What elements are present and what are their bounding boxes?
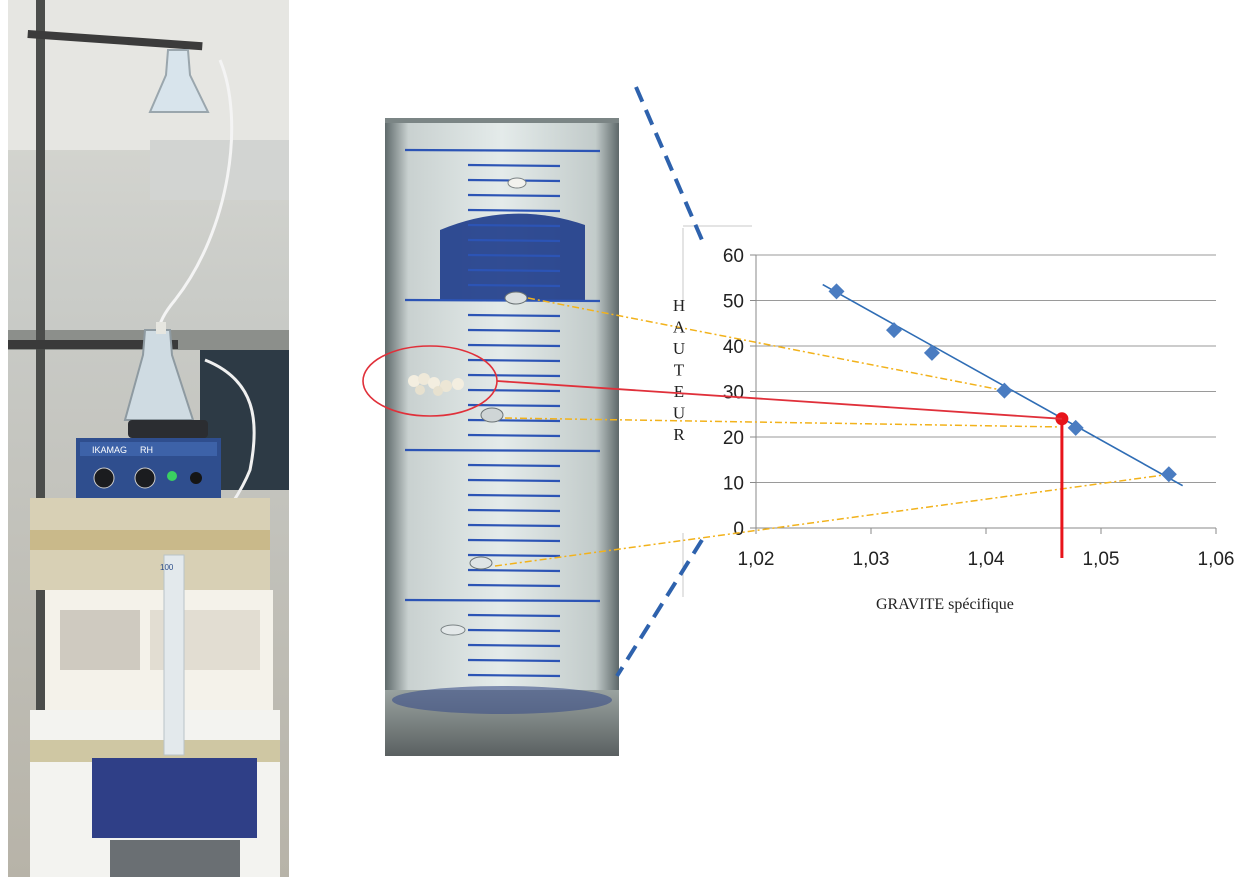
graduation-mark [467, 193, 561, 198]
data-point [996, 382, 1013, 399]
red-connector [496, 380, 1062, 420]
y-tick-label: 60 [723, 246, 744, 267]
y-axis-title-letter: U [673, 339, 685, 358]
cylinder-label: 100 [160, 563, 174, 572]
y-tick-label: 30 [723, 383, 744, 404]
graduation-mark [467, 373, 561, 378]
guide-lines [494, 297, 1169, 567]
y-tick-label: 10 [723, 474, 744, 495]
graduation-mark [467, 553, 561, 558]
graduated-cylinder-photo: 100 [160, 554, 185, 756]
data-point [886, 322, 902, 339]
y-tick-label: 20 [723, 428, 744, 449]
graduation-mark [404, 448, 601, 453]
graduation-mark [467, 433, 561, 438]
zoom-line-bottom [615, 538, 704, 678]
graduation-mark [467, 478, 561, 483]
axes [750, 254, 1217, 534]
graduation-mark [404, 298, 601, 303]
graduation-mark [467, 493, 561, 498]
knob-stir [134, 467, 156, 489]
graduation-mark [467, 463, 561, 468]
y-axis-title-letter: R [673, 425, 685, 444]
knob-heat [93, 467, 115, 489]
data-point [1160, 466, 1177, 483]
graduation-mark [467, 328, 561, 333]
stirrer-model: RH [140, 445, 153, 455]
stirrer-brand: IKAMAG [92, 445, 127, 455]
graduation-mark [467, 238, 561, 243]
graduation-mark [404, 598, 601, 603]
upper-clamp [27, 30, 203, 51]
graduation-mark [467, 223, 561, 228]
density-beads [408, 177, 528, 636]
graduation-mark [467, 583, 561, 588]
graduation-mark [467, 418, 561, 423]
graduation-mark [467, 568, 561, 573]
graduation-mark [467, 358, 561, 363]
graduation-marks [404, 148, 601, 678]
y-tick-label: 40 [723, 337, 744, 358]
cylinder-zoom-photo [385, 118, 619, 756]
gridlines [756, 254, 1216, 483]
bead-cluster [408, 373, 464, 396]
y-axis-title-letter: U [673, 404, 685, 423]
stand-rod [36, 0, 45, 877]
graduation-mark [467, 673, 561, 678]
x-tick-label: 1,04 [968, 549, 1005, 570]
data-point [1067, 419, 1084, 436]
guide-line [527, 297, 1005, 392]
graduation-mark [467, 538, 561, 543]
graduation-mark [467, 208, 561, 213]
graduation-mark [467, 508, 561, 513]
data-point [828, 283, 845, 300]
zoom-lines [615, 86, 704, 678]
x-tick-label: 1,05 [1083, 549, 1120, 570]
y-tick-label: 50 [723, 292, 744, 313]
graduation-mark [467, 613, 561, 618]
data-point [923, 344, 940, 361]
lower-clamp [8, 340, 178, 349]
stand-base [92, 758, 257, 838]
guide-line [504, 417, 1058, 428]
zoom-line-top [634, 86, 704, 241]
x-tick-label: 1,02 [738, 549, 775, 570]
y-axis-title-letter: T [674, 361, 685, 380]
x-tick-label: 1,06 [1198, 549, 1235, 570]
graduation-mark [467, 643, 561, 648]
graduation-mark [467, 403, 561, 408]
chart: 0 10 20 30 40 50 60 1,02 1,03 1,04 1,05 1,06 GRAVI… [494, 225, 1235, 613]
graduation-mark [467, 283, 561, 288]
guide-line [494, 473, 1169, 567]
x-tick-label: 1,03 [853, 549, 890, 570]
x-axis-title: GRAVITE spécifique [876, 596, 1014, 613]
graduation-mark [467, 268, 561, 273]
upper-flask [148, 49, 210, 113]
y-tick-label: 0 [733, 519, 744, 540]
graduation-mark [467, 343, 561, 348]
y-tick-labels: 0 10 20 30 40 50 60 [723, 246, 744, 540]
graduation-mark [467, 163, 561, 168]
y-axis-title-letter: H [673, 296, 685, 315]
graduation-mark [467, 523, 561, 528]
marked-point-group [1055, 412, 1069, 558]
graduation-mark [467, 628, 561, 633]
graduation-mark [404, 148, 601, 153]
connector-line [496, 380, 1062, 420]
apparatus-photo: IKAMAG RH 100 [8, 0, 289, 877]
y-axis-title-letter: A [673, 318, 686, 337]
magnetic-stirrer: IKAMAG RH [76, 420, 221, 498]
y-axis-title-letter: E [674, 382, 684, 401]
indicator-light [167, 471, 177, 481]
graduation-mark [467, 658, 561, 663]
data-points [828, 283, 1177, 483]
graduation-mark [467, 388, 561, 393]
graduation-mark [467, 313, 561, 318]
graduation-mark [467, 253, 561, 258]
x-tick-labels: 1,02 1,03 1,04 1,05 1,06 [738, 549, 1235, 570]
